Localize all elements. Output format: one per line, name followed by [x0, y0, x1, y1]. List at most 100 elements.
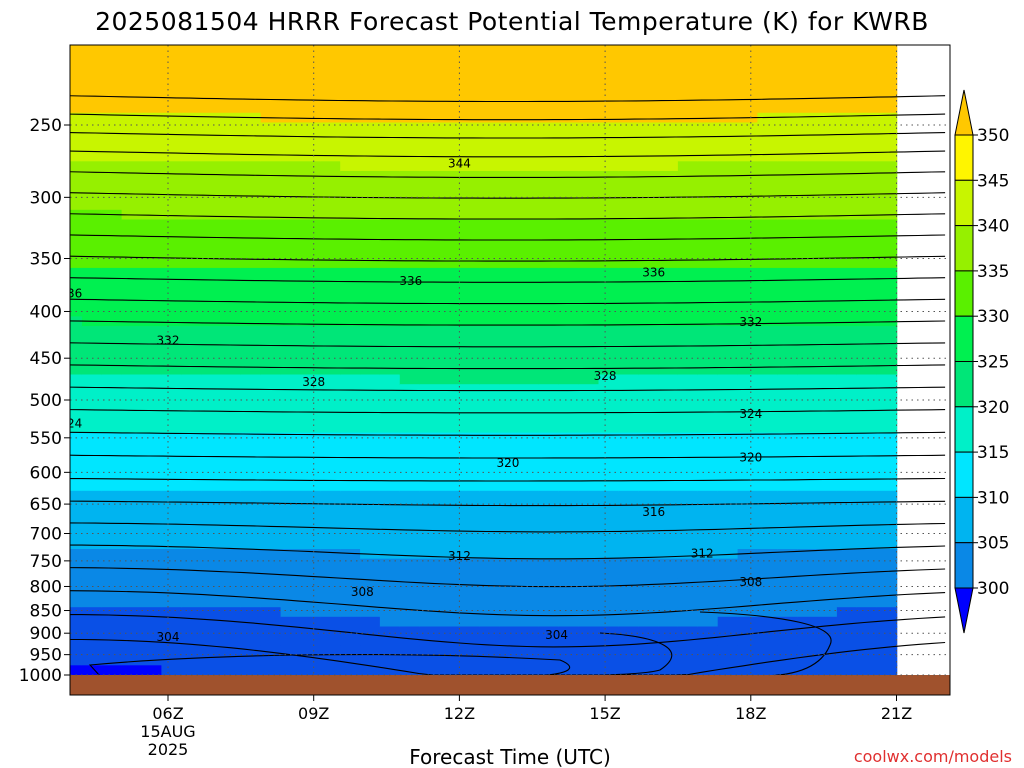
fill-cell [70, 403, 83, 415]
fill-cell [280, 122, 302, 133]
fill-cell [578, 180, 600, 192]
fill-cell [141, 248, 163, 259]
fill-cell [360, 461, 381, 473]
fill-cell [697, 442, 719, 453]
fill-cell [201, 200, 222, 211]
fill-cell [221, 364, 242, 376]
fill-cell [399, 238, 421, 250]
fill-cell [856, 355, 878, 366]
fill-cell [538, 45, 560, 56]
fill-cell [280, 442, 302, 453]
fill-cell [70, 64, 83, 75]
fill-cell [439, 636, 461, 647]
fill-cell [777, 219, 798, 230]
fill-cell [519, 103, 540, 114]
fill-cell [499, 587, 520, 599]
fill-cell [499, 481, 520, 492]
fill-cell [340, 481, 361, 492]
fill-cell [658, 83, 679, 95]
fill-cell [201, 471, 222, 482]
fill-cell [757, 122, 779, 133]
fill-cell [439, 393, 461, 405]
fill-cell [141, 645, 163, 657]
fill-cell [499, 200, 520, 211]
fill-cell [360, 326, 381, 337]
fill-cell [181, 229, 202, 240]
fill-cell [101, 297, 123, 308]
fill-cell [598, 141, 620, 153]
fill-cell [81, 83, 103, 95]
fill-cell [141, 74, 163, 85]
fill-cell [737, 645, 759, 657]
fill-cell [817, 539, 838, 550]
fill-cell [221, 597, 242, 608]
fill-cell [419, 122, 441, 133]
fill-cell [280, 190, 302, 201]
fill-cell [22, 142, 43, 153]
fill-cell [538, 103, 560, 114]
fill-cell [499, 45, 520, 56]
fill-cell [856, 461, 878, 473]
fill-cell [181, 490, 202, 502]
fill-cell [876, 258, 898, 269]
fill-cell [618, 432, 639, 444]
fill-cell [797, 539, 818, 550]
fill-cell [836, 481, 858, 492]
fill-cell [340, 151, 361, 163]
fill-cell [797, 597, 818, 608]
fill-cell [101, 490, 123, 502]
fill-cell [240, 490, 262, 502]
fill-cell [201, 345, 222, 356]
fill-cell [221, 665, 242, 676]
fill-cell [70, 54, 83, 66]
fill-cell [578, 490, 600, 502]
fill-cell [697, 364, 719, 376]
fill-cell [856, 549, 878, 560]
fill-cell [538, 529, 560, 541]
fill-cell [42, 452, 63, 463]
fill-cell [419, 345, 441, 356]
fill-cell [558, 413, 580, 424]
fill-cell [240, 74, 262, 85]
fill-cell [757, 229, 779, 240]
chart-title: 2025081504 HRRR Forecast Potential Tempe… [95, 7, 929, 36]
fill-cell [101, 180, 123, 192]
fill-cell [737, 200, 759, 211]
fill-cell [658, 209, 679, 221]
fill-cell [558, 645, 580, 657]
fill-cell [697, 578, 719, 589]
fill-cell [519, 355, 540, 366]
fill-cell [499, 490, 520, 502]
fill-cell [141, 171, 163, 182]
fill-cell [856, 200, 878, 211]
fill-cell [638, 549, 659, 560]
fill-cell [101, 539, 123, 550]
fill-cell [260, 645, 282, 657]
fill-cell [439, 558, 461, 570]
fill-cell [459, 423, 481, 434]
fill-cell [777, 636, 798, 647]
fill-cell [121, 384, 143, 395]
fill-cell [70, 587, 83, 599]
fill-cell [181, 103, 202, 114]
fill-cell [320, 568, 341, 579]
fill-cell [499, 549, 520, 560]
fill-cell [598, 103, 620, 114]
fill-cell [439, 141, 461, 153]
fill-cell [280, 200, 302, 211]
fill-cell [419, 306, 441, 318]
fill-cell [618, 83, 639, 95]
fill-cell [717, 558, 739, 570]
fill-cell [817, 54, 838, 66]
fill-cell [81, 45, 103, 56]
fill-cell [757, 490, 779, 502]
fill-cell [419, 423, 441, 434]
fill-cell [379, 83, 401, 95]
fill-cell [121, 141, 143, 153]
fill-cell [618, 306, 639, 318]
fill-cell [320, 151, 341, 163]
fill-cell [797, 54, 818, 66]
fill-cell [221, 461, 242, 473]
fill-cell [81, 403, 103, 415]
fill-cell [70, 93, 83, 104]
